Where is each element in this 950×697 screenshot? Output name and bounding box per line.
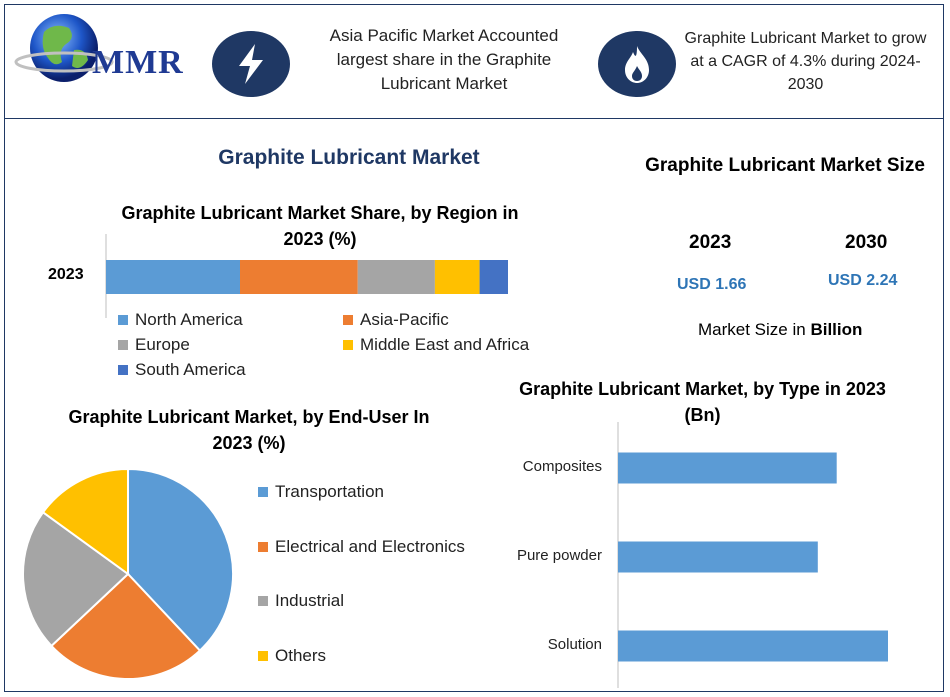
legend-swatch (343, 340, 353, 350)
market-size-title: Graphite Lubricant Market Size (645, 155, 925, 176)
region-legend-north-america: North America (118, 310, 243, 330)
type-bar-solution (618, 630, 888, 662)
enduser-legend-electrical-and-electronics: Electrical and Electronics (258, 537, 465, 557)
legend-swatch (258, 541, 268, 552)
legend-label: Electrical and Electronics (275, 536, 465, 556)
type-bar-composites (618, 452, 837, 484)
legend-label: North America (135, 310, 243, 329)
region-legend-europe: Europe (118, 335, 190, 355)
enduser-pie-chart (22, 467, 234, 680)
market-size-value-2030: USD 2.24 (828, 272, 898, 289)
type-bar-pure-powder (618, 541, 818, 573)
type-bar-chart (617, 422, 888, 688)
region-bar-segment-south-america (479, 260, 508, 294)
market-size-year-2023: 2023 (689, 232, 732, 253)
market-size-value-2023: USD 1.66 (677, 276, 747, 293)
main-title: Graphite Lubricant Market (218, 146, 480, 169)
region-stacked-bar-chart (105, 234, 508, 318)
market-size-note-prefix: Market Size in (698, 320, 811, 339)
market-size-year-2030: 2030 (845, 232, 888, 253)
legend-label: Industrial (275, 591, 344, 610)
legend-label: Europe (135, 335, 190, 354)
logo-text: MMR (92, 44, 184, 81)
region-chart-category-label: 2023 (48, 266, 84, 283)
type-category-label-composites: Composites (522, 458, 602, 475)
enduser-chart-title: Graphite Lubricant Market, by End-User I… (68, 407, 430, 453)
legend-swatch (118, 365, 128, 375)
legend-swatch (118, 340, 128, 350)
type-category-label-solution: Solution (547, 636, 602, 653)
region-bar-segment-europe (357, 260, 435, 294)
type-category-label-pure-powder: Pure powder (516, 547, 602, 564)
legend-label: Others (275, 645, 327, 665)
region-chart-title: Graphite Lubricant Market Share, by Regi… (121, 203, 519, 249)
legend-label: South America (135, 360, 246, 379)
pie-slice-electrical-and-electronics (50, 572, 202, 680)
enduser-legend-industrial: Industrial (258, 591, 344, 611)
pie-slice-others (41, 467, 129, 576)
region-legend-middle-east-and-africa: Middle East and Africa (343, 335, 529, 355)
lightning-icon (212, 31, 290, 97)
flame-icon (598, 31, 676, 97)
legend-swatch (258, 487, 268, 497)
region-bar-segment-asia-pacific (240, 260, 358, 294)
region-bar-segment-north-america (106, 260, 240, 294)
legend-label: Transportation (275, 482, 384, 501)
type-chart-title: Graphite Lubricant Market, by Type in 20… (519, 379, 886, 425)
legend-swatch (343, 315, 353, 325)
legend-label: Asia-Pacific (360, 310, 449, 329)
mmr-logo: MMR (14, 10, 194, 85)
pie-slice-industrial (22, 510, 130, 648)
market-size-note: Market Size in Billion (698, 320, 862, 340)
callout-asia-pacific: Asia Pacific Market Accounted largest sh… (329, 26, 559, 93)
legend-swatch (258, 650, 268, 661)
region-bar-segment-middle-east-and-africa (434, 260, 480, 294)
region-legend-south-america: South America (118, 360, 246, 380)
callout-cagr: Graphite Lubricant Market to grow at a C… (684, 30, 927, 93)
market-size-note-unit: Billion (810, 320, 863, 339)
pie-slice-transportation (127, 467, 234, 652)
enduser-legend-transportation: Transportation (258, 482, 384, 502)
infographic-frame (4, 4, 944, 692)
enduser-legend-others: Others (258, 646, 326, 666)
legend-swatch (118, 315, 128, 325)
legend-label: Middle East and Africa (360, 335, 530, 354)
region-legend-asia-pacific: Asia-Pacific (343, 310, 449, 330)
legend-swatch (258, 596, 268, 606)
header-divider (4, 118, 944, 119)
globe-icon (14, 14, 114, 82)
